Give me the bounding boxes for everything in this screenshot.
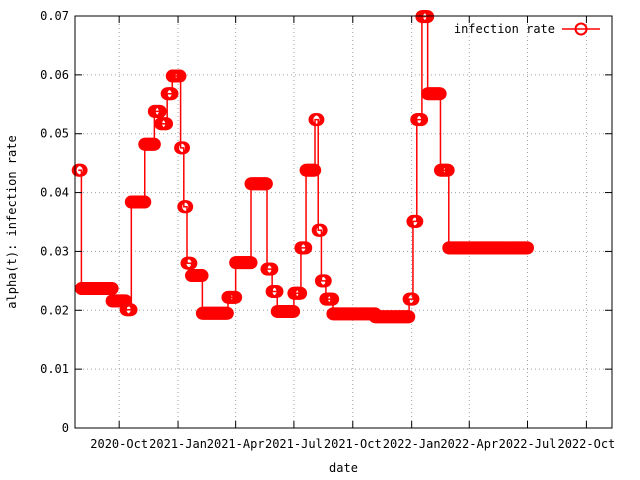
data-point: [402, 310, 416, 324]
data-point: [441, 163, 455, 177]
data-point-group: [442, 241, 535, 255]
legend-label: infection rate: [454, 22, 555, 36]
data-point: [244, 256, 258, 270]
data-point-group: [319, 292, 340, 306]
data-point-group: [147, 104, 167, 118]
data-point: [433, 87, 447, 101]
data-point-group: [177, 200, 194, 214]
data-point: [147, 137, 161, 151]
data-point: [287, 304, 301, 318]
x-axis-label: date: [329, 461, 358, 475]
data-point-group: [174, 141, 190, 155]
y-tick-label: 0.04: [40, 186, 69, 200]
x-tick-label: 2021-Oct: [324, 437, 382, 451]
y-tick-label: 0.06: [40, 68, 69, 82]
data-point-group: [299, 163, 322, 177]
data-point-group: [410, 113, 429, 127]
data-point: [308, 163, 322, 177]
data-point: [311, 113, 325, 127]
data-point: [415, 113, 429, 127]
data-point: [294, 286, 308, 300]
data-point: [74, 163, 88, 177]
data-point: [265, 262, 279, 276]
data-point-group: [221, 290, 243, 304]
data-point-group: [71, 163, 88, 177]
data-point-group: [119, 303, 138, 317]
data-point-group: [294, 241, 313, 255]
data-point-group: [165, 69, 187, 83]
y-tick-label: 0.05: [40, 127, 69, 141]
x-tick-label: 2020-Oct: [90, 437, 148, 451]
data-point-group: [265, 284, 284, 298]
data-point: [270, 284, 284, 298]
data-point: [180, 200, 194, 214]
y-tick-label: 0.01: [40, 362, 69, 376]
data-point: [299, 241, 313, 255]
data-point: [138, 195, 152, 209]
data-point: [521, 241, 535, 255]
data-point-group: [402, 292, 420, 306]
x-tick-label: 2022-Jul: [499, 437, 557, 451]
legend: infection rate: [454, 22, 600, 36]
data-point-group: [229, 256, 258, 270]
x-axis-ticks: 2020-Oct 2021-Jan 2021-Apr 2021-Jul 2021-Oct…: [90, 16, 615, 451]
x-tick-label: 2022-Oct: [557, 437, 615, 451]
data-point: [153, 104, 167, 118]
data-point: [105, 282, 119, 296]
data-point: [421, 10, 435, 24]
data-point-group: [154, 117, 174, 131]
data-point-group: [368, 310, 416, 324]
data-point-group: [270, 304, 301, 318]
y-tick-label: 0.07: [40, 9, 69, 23]
y-axis-ticks: 0 0.01 0.02 0.03 0.04 0.05 0.06 0.07: [40, 9, 612, 435]
data-point-group: [180, 256, 198, 270]
x-tick-label: 2021-Apr: [207, 437, 265, 451]
data-point: [195, 269, 209, 283]
data-point-group: [124, 195, 152, 209]
y-tick-label: 0: [62, 421, 69, 435]
grid-lines: [75, 15, 612, 429]
data-point: [410, 214, 424, 228]
data-point: [229, 290, 243, 304]
x-tick-label: 2021-Jan: [149, 437, 207, 451]
x-tick-label: 2022-Jan: [383, 437, 441, 451]
data-point: [314, 223, 328, 237]
data-point: [173, 69, 187, 83]
data-point-group: [433, 163, 455, 177]
data-point-group: [244, 177, 273, 191]
data-point-group: [138, 137, 161, 151]
plot-frame: [74, 15, 613, 429]
data-point-group: [160, 87, 179, 101]
data-point-group: [421, 87, 447, 101]
data-point-group: [287, 286, 308, 300]
data-point-group: [314, 274, 332, 288]
data-point-group: [406, 214, 424, 228]
y-axis-label: alpha(t): infection rate: [5, 135, 19, 308]
data-point: [259, 177, 273, 191]
data-point: [124, 303, 138, 317]
x-tick-label: 2022-Apr: [440, 437, 498, 451]
data-point: [165, 87, 179, 101]
data-point-group: [415, 10, 435, 24]
data-point: [176, 141, 190, 155]
data-point: [184, 256, 198, 270]
series-infection-rate: [71, 10, 535, 324]
data-point-group: [74, 282, 119, 296]
data-point-group: [260, 262, 279, 276]
data-point: [406, 292, 420, 306]
data-point-group: [308, 113, 325, 127]
data-point-group: [311, 223, 328, 237]
data-point-group: [195, 306, 234, 320]
y-tick-label: 0.03: [40, 244, 69, 258]
x-tick-label: 2021-Jul: [265, 437, 323, 451]
y-tick-label: 0.02: [40, 303, 69, 317]
legend-marker: [574, 22, 588, 36]
data-point: [326, 292, 340, 306]
data-point: [160, 117, 174, 131]
data-point-group: [184, 269, 209, 283]
data-point: [318, 274, 332, 288]
data-point: [220, 306, 234, 320]
